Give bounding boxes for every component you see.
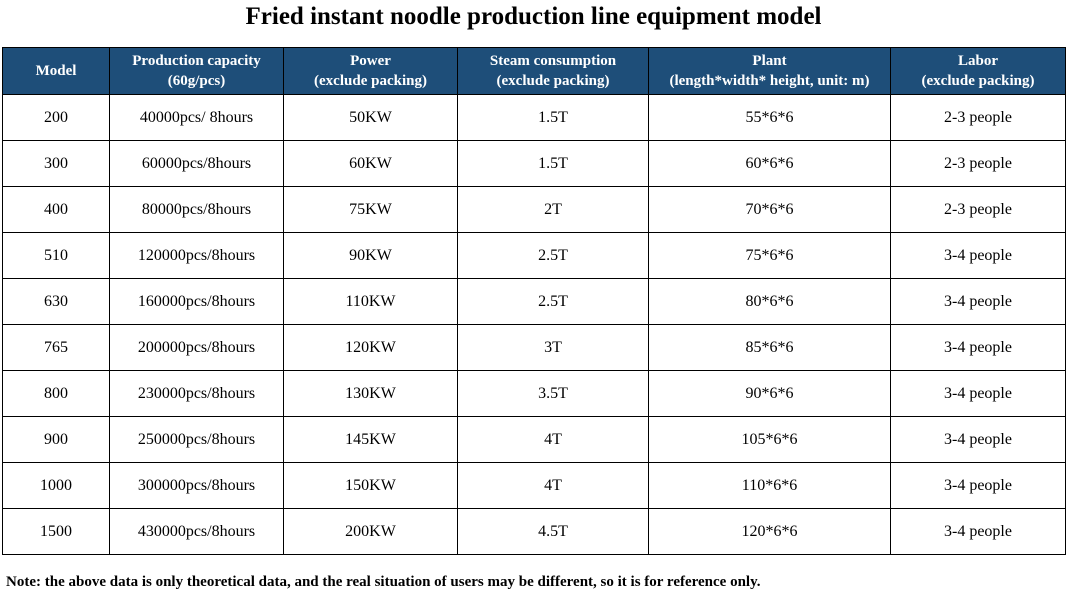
cell-labor: 2-3 people — [890, 140, 1066, 187]
header-power: Power (exclude packing) — [283, 47, 458, 95]
cell-plant: 80*6*6 — [648, 278, 891, 325]
cell-power: 150KW — [283, 462, 458, 509]
header-model: Model — [2, 47, 110, 95]
cell-steam-consumption: 2.5T — [457, 278, 649, 325]
table-row: 1500 430000pcs/8hours 200KW 4.5T 120*6*6… — [2, 508, 1066, 555]
equipment-model-table: Model Production capacity (60g/pcs) Powe… — [2, 47, 1066, 555]
cell-labor: 3-4 people — [890, 462, 1066, 509]
cell-production-capacity: 60000pcs/8hours — [109, 140, 284, 187]
footnote: Note: the above data is only theoretical… — [6, 574, 761, 590]
cell-production-capacity: 250000pcs/8hours — [109, 416, 284, 463]
cell-model: 1500 — [2, 508, 110, 555]
cell-steam-consumption: 4T — [457, 462, 649, 509]
header-plant-note: (length*width* height, unit: m) — [669, 73, 870, 89]
cell-power: 60KW — [283, 140, 458, 187]
cell-power: 110KW — [283, 278, 458, 325]
header-production-capacity-unit: (60g/pcs) — [167, 73, 226, 89]
cell-model: 400 — [2, 186, 110, 233]
page-title: Fried instant noodle production line equ… — [245, 3, 822, 30]
header-steam-consumption-label: Steam consumption — [489, 53, 617, 69]
cell-labor: 3-4 people — [890, 278, 1066, 325]
header-power-label: Power — [350, 53, 391, 69]
cell-power: 50KW — [283, 94, 458, 141]
cell-labor: 3-4 people — [890, 324, 1066, 371]
cell-plant: 60*6*6 — [648, 140, 891, 187]
cell-steam-consumption: 1.5T — [457, 94, 649, 141]
cell-production-capacity: 40000pcs/ 8hours — [109, 94, 284, 141]
header-steam-consumption-note: (exclude packing) — [496, 73, 610, 89]
cell-steam-consumption: 1.5T — [457, 140, 649, 187]
header-power-note: (exclude packing) — [314, 73, 427, 89]
cell-production-capacity: 120000pcs/8hours — [109, 232, 284, 279]
header-model-label: Model — [35, 63, 77, 79]
cell-steam-consumption: 4.5T — [457, 508, 649, 555]
header-labor: Labor (exclude packing) — [890, 47, 1066, 95]
cell-plant: 110*6*6 — [648, 462, 891, 509]
cell-labor: 3-4 people — [890, 508, 1066, 555]
cell-model: 300 — [2, 140, 110, 187]
cell-model: 1000 — [2, 462, 110, 509]
cell-power: 90KW — [283, 232, 458, 279]
cell-production-capacity: 430000pcs/8hours — [109, 508, 284, 555]
cell-production-capacity: 230000pcs/8hours — [109, 370, 284, 417]
cell-plant: 90*6*6 — [648, 370, 891, 417]
cell-steam-consumption: 2.5T — [457, 232, 649, 279]
cell-power: 130KW — [283, 370, 458, 417]
cell-model: 765 — [2, 324, 110, 371]
table-row: 1000 300000pcs/8hours 150KW 4T 110*6*6 3… — [2, 462, 1066, 509]
cell-steam-consumption: 3T — [457, 324, 649, 371]
cell-plant: 75*6*6 — [648, 232, 891, 279]
table-row: 800 230000pcs/8hours 130KW 3.5T 90*6*6 3… — [2, 370, 1066, 417]
cell-power: 200KW — [283, 508, 458, 555]
cell-model: 200 — [2, 94, 110, 141]
cell-steam-consumption: 4T — [457, 416, 649, 463]
cell-labor: 2-3 people — [890, 186, 1066, 233]
cell-production-capacity: 160000pcs/8hours — [109, 278, 284, 325]
cell-plant: 120*6*6 — [648, 508, 891, 555]
cell-labor: 2-3 people — [890, 94, 1066, 141]
header-labor-note: (exclude packing) — [921, 73, 1035, 89]
cell-production-capacity: 80000pcs/8hours — [109, 186, 284, 233]
header-plant: Plant (length*width* height, unit: m) — [648, 47, 891, 95]
cell-plant: 85*6*6 — [648, 324, 891, 371]
header-production-capacity-label: Production capacity — [132, 53, 261, 69]
cell-steam-consumption: 3.5T — [457, 370, 649, 417]
cell-power: 145KW — [283, 416, 458, 463]
header-steam-consumption: Steam consumption (exclude packing) — [457, 47, 649, 95]
cell-model: 900 — [2, 416, 110, 463]
header-plant-label: Plant — [752, 53, 787, 69]
cell-model: 510 — [2, 232, 110, 279]
table-row: 300 60000pcs/8hours 60KW 1.5T 60*6*6 2-3… — [2, 140, 1066, 187]
cell-labor: 3-4 people — [890, 232, 1066, 279]
cell-plant: 55*6*6 — [648, 94, 891, 141]
table-row: 900 250000pcs/8hours 145KW 4T 105*6*6 3-… — [2, 416, 1066, 463]
table-header-row: Model Production capacity (60g/pcs) Powe… — [2, 47, 1066, 95]
cell-labor: 3-4 people — [890, 370, 1066, 417]
table-row: 765 200000pcs/8hours 120KW 3T 85*6*6 3-4… — [2, 324, 1066, 371]
cell-steam-consumption: 2T — [457, 186, 649, 233]
header-labor-label: Labor — [957, 53, 998, 69]
cell-plant: 70*6*6 — [648, 186, 891, 233]
cell-power: 120KW — [283, 324, 458, 371]
cell-production-capacity: 200000pcs/8hours — [109, 324, 284, 371]
table-row: 200 40000pcs/ 8hours 50KW 1.5T 55*6*6 2-… — [2, 94, 1066, 141]
table-row: 400 80000pcs/8hours 75KW 2T 70*6*6 2-3 p… — [2, 186, 1066, 233]
cell-labor: 3-4 people — [890, 416, 1066, 463]
cell-model: 630 — [2, 278, 110, 325]
table-row: 510 120000pcs/8hours 90KW 2.5T 75*6*6 3-… — [2, 232, 1066, 279]
header-production-capacity: Production capacity (60g/pcs) — [109, 47, 284, 95]
cell-power: 75KW — [283, 186, 458, 233]
cell-model: 800 — [2, 370, 110, 417]
cell-production-capacity: 300000pcs/8hours — [109, 462, 284, 509]
cell-plant: 105*6*6 — [648, 416, 891, 463]
table-row: 630 160000pcs/8hours 110KW 2.5T 80*6*6 3… — [2, 278, 1066, 325]
